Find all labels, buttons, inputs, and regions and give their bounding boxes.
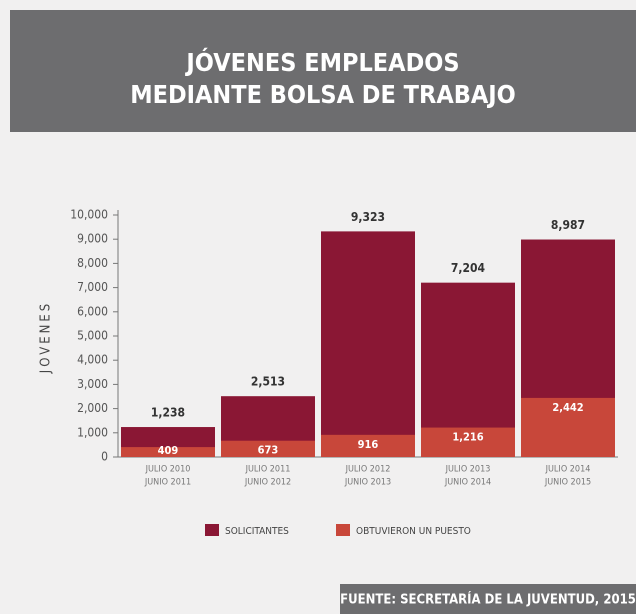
x-tick-label: JUNIO 2015 xyxy=(544,478,591,488)
chart-title: MEDIANTE BOLSA DE TRABAJO xyxy=(130,80,516,109)
y-tick-label: 2,000 xyxy=(77,401,108,415)
y-tick-label: 6,000 xyxy=(77,304,108,318)
value-label: 7,204 xyxy=(451,261,486,275)
value-label: 673 xyxy=(258,444,279,457)
value-label: 916 xyxy=(358,438,379,451)
y-tick-label: 4,000 xyxy=(77,353,108,367)
legend-swatch xyxy=(205,524,219,536)
value-label: 1,238 xyxy=(151,406,185,420)
bar xyxy=(421,427,515,457)
x-tick-label: JUNIO 2011 xyxy=(144,478,191,488)
y-tick-label: 8,000 xyxy=(77,256,108,270)
y-tick-label: 5,000 xyxy=(77,329,108,343)
bar xyxy=(221,440,315,457)
bar xyxy=(121,447,215,457)
value-label: 2,442 xyxy=(552,401,583,414)
value-label: 8,987 xyxy=(551,218,585,232)
x-tick-label: JULIO 2013 xyxy=(445,465,491,475)
legend-label: SOLICITANTES xyxy=(225,526,289,537)
y-tick-label: 9,000 xyxy=(77,232,108,246)
x-tick-label: JUNIO 2012 xyxy=(244,478,291,488)
y-tick-label: 3,000 xyxy=(77,377,108,391)
x-tick-label: JULIO 2010 xyxy=(145,465,191,475)
y-tick-label: 7,000 xyxy=(77,280,108,294)
chart-title: JÓVENES EMPLEADOS xyxy=(184,47,459,77)
x-tick-label: JUNIO 2013 xyxy=(344,478,391,488)
x-tick-label: JUNIO 2014 xyxy=(444,478,491,488)
y-tick-label: 0 xyxy=(101,450,108,464)
legend-label: OBTUVIERON UN PUESTO xyxy=(356,526,471,537)
y-axis-title: JOVENES xyxy=(39,301,54,374)
source: FUENTE: SECRETARÍA DE LA JUVENTUD, 2015 xyxy=(340,592,636,608)
value-label: 9,323 xyxy=(351,210,385,224)
y-tick-label: 1,000 xyxy=(77,425,108,439)
header xyxy=(10,10,636,132)
source-box xyxy=(340,584,636,614)
bar xyxy=(321,231,415,457)
legend-swatch xyxy=(336,524,350,536)
bar xyxy=(521,397,615,457)
y-tick-label: 10,000 xyxy=(70,208,108,222)
x-tick-label: JULIO 2011 xyxy=(245,465,291,475)
value-label: 409 xyxy=(158,444,179,457)
x-tick-label: JULIO 2012 xyxy=(345,465,391,475)
value-label: 1,216 xyxy=(452,431,483,444)
value-label: 2,513 xyxy=(251,375,285,389)
bar xyxy=(321,434,415,457)
x-tick-label: JULIO 2014 xyxy=(545,465,591,475)
